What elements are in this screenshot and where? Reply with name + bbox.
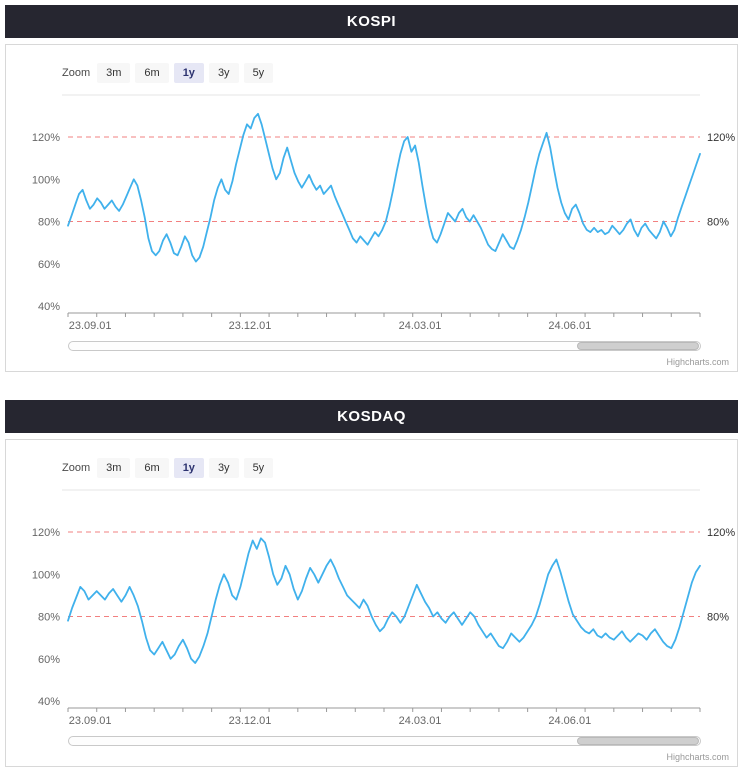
svg-text:120%: 120%: [707, 527, 735, 539]
zoom-label: Zoom: [62, 462, 91, 474]
kospi-title-bar: KOSPI: [5, 5, 738, 38]
kospi-line-chart[interactable]: 120% 100% 80% 60% 40% 120% 80% 23.09.01 23.12.01…: [6, 91, 735, 332]
zoom-button-3m[interactable]: 3m: [97, 63, 131, 83]
svg-text:100%: 100%: [32, 174, 60, 186]
svg-text:23.12.01: 23.12.01: [229, 715, 272, 727]
kosdaq-line-chart[interactable]: 120% 100% 80% 60% 40% 120% 80% 23.09.01 23.12.01…: [6, 486, 735, 727]
chart-title: KOSDAQ: [337, 408, 406, 425]
svg-text:24.03.01: 24.03.01: [399, 320, 442, 332]
svg-text:120%: 120%: [707, 132, 735, 144]
svg-text:40%: 40%: [38, 696, 60, 708]
zoom-button-3y[interactable]: 3y: [208, 63, 239, 83]
svg-text:100%: 100%: [32, 569, 60, 581]
scrollbar-thumb[interactable]: [576, 737, 699, 745]
svg-text:24.06.01: 24.06.01: [548, 320, 591, 332]
scrollbar-thumb[interactable]: [576, 342, 699, 350]
highcharts-credit-link[interactable]: Highcharts.com: [666, 357, 729, 367]
chart-title: KOSPI: [346, 13, 397, 30]
svg-text:120%: 120%: [32, 132, 60, 144]
svg-text:120%: 120%: [32, 527, 60, 539]
kosdaq-title-bar: KOSDAQ: [5, 400, 738, 433]
svg-text:80%: 80%: [38, 612, 60, 624]
svg-text:80%: 80%: [38, 217, 60, 229]
svg-text:24.03.01: 24.03.01: [399, 715, 442, 727]
svg-text:23.09.01: 23.09.01: [69, 320, 112, 332]
svg-text:60%: 60%: [38, 259, 60, 271]
zoom-button-5y[interactable]: 5y: [243, 63, 274, 83]
zoom-button-3m[interactable]: 3m: [97, 458, 131, 478]
zoom-button-5y[interactable]: 5y: [243, 458, 274, 478]
range-selector: Zoom 3m 6m 1y 3y 5y: [62, 457, 737, 479]
scrollbar-track[interactable]: [68, 736, 701, 746]
zoom-button-6m[interactable]: 6m: [135, 63, 169, 83]
zoom-button-1y[interactable]: 1y: [173, 63, 204, 83]
zoom-button-1y[interactable]: 1y: [173, 458, 204, 478]
svg-text:80%: 80%: [707, 612, 729, 624]
kosdaq-panel: KOSDAQ Zoom 3m 6m 1y 3y 5y 120% 100% 80% 60…: [5, 400, 738, 767]
zoom-button-3y[interactable]: 3y: [208, 458, 239, 478]
scrollbar-track[interactable]: [68, 341, 701, 351]
kospi-chart-card: Zoom 3m 6m 1y 3y 5y 120% 100% 80% 60% 40% 120…: [5, 44, 738, 372]
svg-text:40%: 40%: [38, 301, 60, 313]
svg-text:23.12.01: 23.12.01: [229, 320, 272, 332]
svg-text:23.09.01: 23.09.01: [69, 715, 112, 727]
svg-text:60%: 60%: [38, 654, 60, 666]
zoom-button-6m[interactable]: 6m: [135, 458, 169, 478]
svg-text:80%: 80%: [707, 217, 729, 229]
range-selector: Zoom 3m 6m 1y 3y 5y: [62, 62, 737, 84]
kospi-panel: KOSPI Zoom 3m 6m 1y 3y 5y 120% 100% 80% 60%…: [5, 5, 738, 372]
kosdaq-chart-card: Zoom 3m 6m 1y 3y 5y 120% 100% 80% 60% 40% 120…: [5, 439, 738, 767]
highcharts-credit-link[interactable]: Highcharts.com: [666, 752, 729, 762]
svg-text:24.06.01: 24.06.01: [548, 715, 591, 727]
zoom-label: Zoom: [62, 67, 91, 79]
